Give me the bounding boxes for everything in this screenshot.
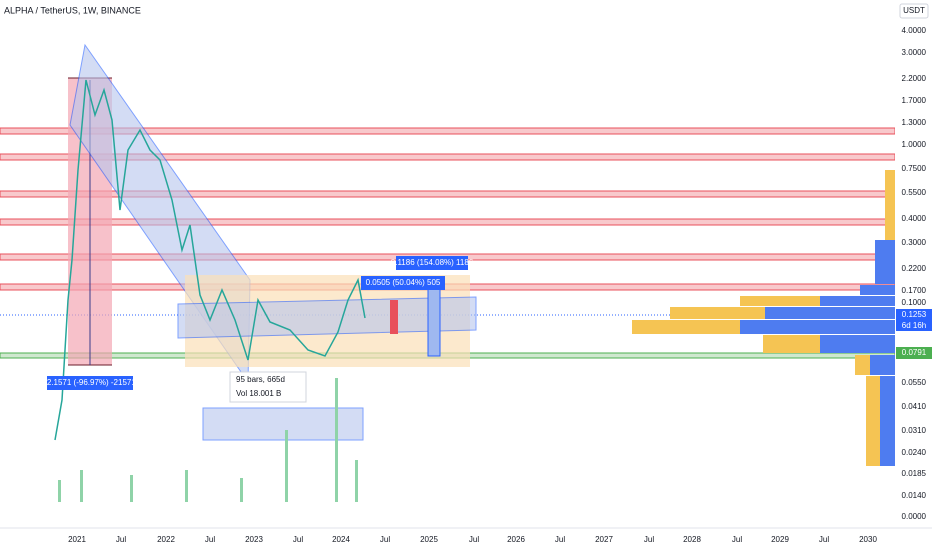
time-label: 2021 bbox=[68, 535, 86, 544]
vp-bar bbox=[885, 170, 895, 240]
time-label: 2026 bbox=[507, 535, 525, 544]
time-label: 2030 bbox=[859, 535, 877, 544]
time-label: Jul bbox=[205, 535, 215, 544]
price-label: 0.2200 bbox=[902, 264, 927, 273]
drop-label-bg bbox=[47, 376, 133, 390]
time-label: Jul bbox=[469, 535, 479, 544]
time-label: 2023 bbox=[245, 535, 263, 544]
vol-bar bbox=[285, 430, 288, 502]
vp-bar bbox=[740, 296, 820, 306]
measure-small bbox=[390, 300, 398, 334]
last-price: 0.1253 bbox=[902, 310, 927, 319]
date-range bbox=[202, 407, 364, 441]
countdown: 6d 16h bbox=[902, 321, 926, 330]
time-label: Jul bbox=[116, 535, 126, 544]
price-label: 0.3000 bbox=[902, 238, 927, 247]
price-label: 0.0410 bbox=[902, 402, 927, 411]
time-label: Jul bbox=[819, 535, 829, 544]
vol-bar bbox=[240, 478, 243, 502]
price-axis bbox=[895, 0, 932, 528]
price-label: 4.0000 bbox=[902, 26, 927, 35]
vp-bar bbox=[866, 376, 880, 466]
currency-button[interactable] bbox=[899, 3, 929, 19]
large-label-bg bbox=[396, 256, 468, 270]
price-label: 0.1000 bbox=[902, 298, 927, 307]
vp-bar bbox=[740, 320, 895, 334]
vol-bar bbox=[185, 470, 188, 502]
time-label: 2022 bbox=[157, 535, 175, 544]
zone bbox=[0, 218, 896, 226]
vp-bar bbox=[632, 320, 740, 334]
time-label: 2024 bbox=[332, 535, 350, 544]
price-label: 0.0000 bbox=[902, 512, 927, 521]
currency[interactable]: USDT bbox=[903, 6, 925, 15]
price-label: 0.0185 bbox=[902, 469, 927, 478]
price-label: 2.2000 bbox=[902, 74, 927, 83]
vol-bar bbox=[355, 460, 358, 502]
price-label: 0.7500 bbox=[902, 164, 927, 173]
price-label: 0.0550 bbox=[902, 378, 927, 387]
vp-bar bbox=[860, 285, 895, 295]
time-label: 2027 bbox=[595, 535, 613, 544]
range-channel bbox=[177, 296, 477, 339]
price-label: 1.7000 bbox=[902, 96, 927, 105]
vp-bar bbox=[670, 307, 765, 319]
level-tag bbox=[896, 347, 932, 359]
time-label: 2028 bbox=[683, 535, 701, 544]
price-label: 0.5500 bbox=[902, 188, 927, 197]
price-label: 3.0000 bbox=[902, 48, 927, 57]
price-label: 0.0310 bbox=[902, 426, 927, 435]
time-label: 2029 bbox=[771, 535, 789, 544]
price-label: 1.0000 bbox=[902, 140, 927, 149]
volume-bars bbox=[58, 378, 358, 502]
level-price: 0.0791 bbox=[902, 348, 927, 357]
volume-label: Vol 18.001 B bbox=[236, 389, 281, 398]
vp-bar bbox=[820, 335, 895, 353]
bars-label: 95 bars, 665d bbox=[236, 375, 285, 384]
measure-small-label: 0.0505 (50.04%) 505 bbox=[366, 278, 441, 287]
time-label: 2025 bbox=[420, 535, 438, 544]
price-path bbox=[54, 79, 366, 441]
bars-label-bg bbox=[229, 371, 307, 403]
time-label: Jul bbox=[555, 535, 565, 544]
vp-bar bbox=[820, 296, 895, 306]
vol-bar bbox=[335, 378, 338, 502]
time-label: Jul bbox=[732, 535, 742, 544]
vp-bar bbox=[763, 335, 820, 353]
vp-bar bbox=[870, 355, 895, 375]
price-label: 1.3000 bbox=[902, 118, 927, 127]
price-label: 0.1700 bbox=[902, 286, 927, 295]
price-label: 0.0140 bbox=[902, 491, 927, 500]
vp-bar bbox=[880, 376, 895, 466]
measure-large-label: 0.1186 (154.08%) 1186 bbox=[391, 258, 474, 267]
drop-label: -2.1571 (-96.97%) -21571 bbox=[44, 378, 136, 387]
last-price-tag bbox=[896, 309, 932, 331]
small-label-bg bbox=[361, 276, 445, 290]
vol-bar bbox=[80, 470, 83, 502]
price-label: 0.0240 bbox=[902, 448, 927, 457]
vol-bar bbox=[130, 475, 133, 502]
time-label: Jul bbox=[644, 535, 654, 544]
vp-bar bbox=[875, 240, 895, 284]
volume-profile bbox=[632, 170, 895, 466]
vp-bar bbox=[855, 355, 870, 375]
price-label: 0.4000 bbox=[902, 214, 927, 223]
vol-bar bbox=[58, 480, 61, 502]
time-label: Jul bbox=[380, 535, 390, 544]
symbol-title: ALPHA / TetherUS, 1W, BINANCE bbox=[4, 5, 141, 15]
time-label: Jul bbox=[293, 535, 303, 544]
vp-bar bbox=[765, 307, 895, 319]
